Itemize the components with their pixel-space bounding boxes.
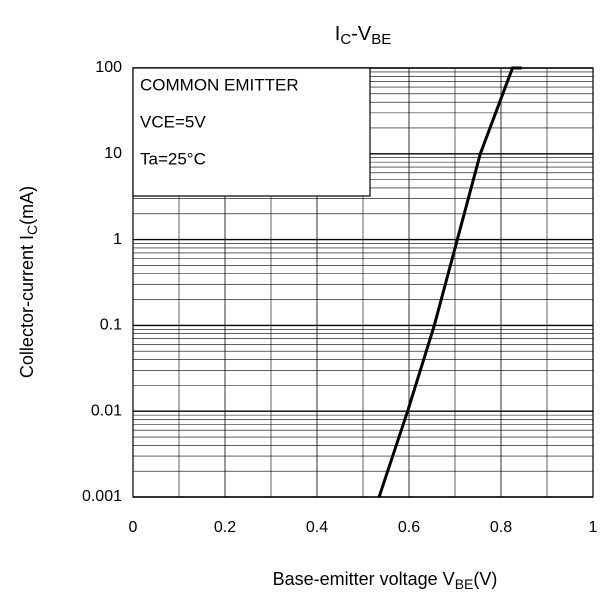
- y-tick-label: 0.1: [100, 317, 122, 334]
- label-part: Base-emitter voltage V: [273, 569, 455, 589]
- x-tick-label: 0.6: [398, 519, 420, 536]
- annotation: COMMON EMITTER: [140, 75, 299, 94]
- y-tick-label: 10: [104, 145, 122, 162]
- title-sub: BE: [371, 31, 391, 48]
- x-tick-label: 1: [589, 519, 598, 536]
- title-sub: C: [340, 31, 351, 48]
- label-sub: C: [24, 225, 40, 235]
- y-axis-label: Collector-current IC(mA): [17, 186, 40, 378]
- label-part: (V): [473, 569, 497, 589]
- annotation-box: [132, 67, 371, 197]
- annotation: Ta=25°C: [140, 149, 206, 168]
- x-tick-label: 0.4: [306, 519, 328, 536]
- annotation: VCE=5V: [140, 112, 206, 131]
- x-tick-label: 0.8: [490, 519, 512, 536]
- x-tick-label: 0: [129, 519, 138, 536]
- label-part: Collector-current I: [17, 235, 37, 378]
- label-sub: BE: [455, 576, 474, 592]
- label-part: (mA): [17, 186, 37, 225]
- y-tick-label: 1: [113, 231, 122, 248]
- y-tick-label: 0.01: [91, 402, 122, 419]
- title-part: -V: [351, 23, 372, 45]
- chart-title: IC-VBE: [335, 23, 391, 48]
- x-tick-label: 0.2: [214, 519, 236, 536]
- y-tick-label: 100: [95, 59, 122, 76]
- title-part: I: [335, 23, 341, 45]
- data-line: [377, 66, 522, 498]
- y-tick-label: 0.001: [82, 488, 122, 505]
- x-axis-label: Base-emitter voltage VBE(V): [273, 569, 498, 592]
